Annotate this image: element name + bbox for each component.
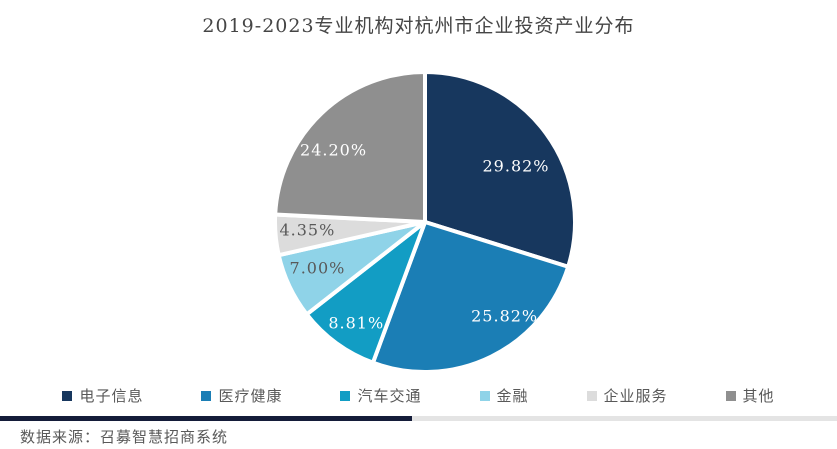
legend-swatch-medical-health	[201, 390, 212, 401]
slice-label-electronic-info: 29.82%	[482, 156, 550, 176]
pie-slice-other	[273, 70, 427, 224]
legend-swatch-other	[725, 390, 736, 401]
legend-swatch-enterprise-services	[586, 390, 597, 401]
legend-label-other: 其他	[742, 387, 775, 405]
source-note: 数据来源：召募智慧招商系统	[20, 428, 229, 446]
legend-label-electronic-info: 电子信息	[79, 387, 144, 405]
chart-title: 2019-2023专业机构对杭州市企业投资产业分布	[202, 15, 635, 37]
slice-label-other: 24.20%	[300, 140, 368, 160]
footer-divider-right-segment	[412, 416, 837, 421]
legend-swatch-auto-transport	[340, 390, 351, 401]
slice-label-enterprise-services: 4.35%	[279, 220, 336, 240]
legend-item-other: 其他	[725, 385, 775, 406]
legend: 电子信息 医疗健康 汽车交通 金融 企业服务 其他	[0, 385, 837, 406]
legend-label-medical-health: 医疗健康	[218, 387, 283, 405]
legend-swatch-electronic-info	[62, 390, 73, 401]
slice-label-medical-health: 25.82%	[471, 306, 539, 326]
legend-item-medical-health: 医疗健康	[201, 385, 282, 406]
legend-item-electronic-info: 电子信息	[62, 385, 143, 406]
slice-label-finance: 7.00%	[289, 258, 346, 278]
footer-divider-left-segment	[0, 416, 412, 421]
legend-item-auto-transport: 汽车交通	[340, 385, 421, 406]
pie-slice-medical-health	[370, 220, 571, 374]
legend-label-auto-transport: 汽车交通	[357, 387, 422, 405]
legend-item-enterprise-services: 企业服务	[586, 385, 668, 406]
legend-label-enterprise-services: 企业服务	[603, 387, 668, 405]
legend-swatch-finance	[479, 390, 490, 401]
legend-label-finance: 金融	[496, 387, 529, 405]
legend-item-finance: 金融	[479, 385, 529, 406]
footer-divider	[0, 416, 837, 421]
pie-slice-electronic-info	[423, 70, 577, 269]
slice-label-auto-transport: 8.81%	[328, 313, 385, 333]
